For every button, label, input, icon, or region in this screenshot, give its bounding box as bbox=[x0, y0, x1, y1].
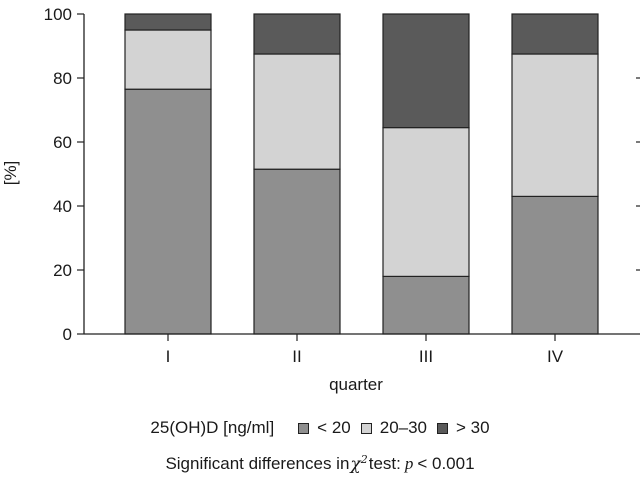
y-tick-label-80: 80 bbox=[53, 69, 72, 88]
bar-segment-III-3 bbox=[382, 13, 470, 129]
bar-segment-I-2 bbox=[124, 29, 212, 90]
y-tick-label-100: 100 bbox=[44, 5, 72, 24]
bar-segment-II-2 bbox=[253, 53, 341, 170]
legend-item-gt30: > 30 bbox=[437, 418, 490, 438]
note-mid: test: bbox=[368, 454, 401, 473]
note-rest: < 0.001 bbox=[417, 454, 475, 473]
bar-segment-III-1 bbox=[382, 275, 470, 335]
y-tick-label-0: 0 bbox=[63, 325, 72, 344]
bar-segment-III-2 bbox=[382, 126, 470, 278]
bar-segment-IV-1 bbox=[511, 195, 599, 335]
bar-segment-I-1 bbox=[124, 88, 212, 335]
y-axis-title: [%] bbox=[1, 161, 20, 186]
legend-swatch-20-30 bbox=[360, 422, 372, 434]
note-p: p bbox=[404, 454, 414, 473]
bar-segment-IV-2 bbox=[511, 53, 599, 197]
note-chi-sup: 2 bbox=[360, 453, 368, 467]
legend-swatch-gt30 bbox=[437, 422, 449, 434]
bar-segment-I-3 bbox=[124, 13, 212, 31]
note-chi-symbol: χ bbox=[350, 454, 361, 475]
y-tick-label-60: 60 bbox=[53, 133, 72, 152]
legend-title: 25(OH)D [ng/ml] bbox=[150, 418, 275, 437]
bar-layer bbox=[124, 13, 599, 335]
x-tick-label-III: III bbox=[419, 347, 433, 366]
bar-segment-IV-3 bbox=[511, 13, 599, 55]
legend: 25(OH)D [ng/ml] < 20 20–30 > 30 bbox=[0, 413, 640, 443]
significance-note: Significant differences in χ2 test: p < … bbox=[0, 449, 640, 479]
legend-swatch-lt20 bbox=[298, 422, 310, 434]
x-tick-label-IV: IV bbox=[547, 347, 564, 366]
legend-label-lt20: < 20 bbox=[317, 418, 351, 437]
legend-item-20-30: 20–30 bbox=[360, 418, 428, 438]
note-chi: χ2 bbox=[350, 453, 367, 475]
x-tick-label-I: I bbox=[166, 347, 171, 366]
legend-label-20-30: 20–30 bbox=[379, 418, 428, 437]
bar-segment-II-1 bbox=[253, 168, 341, 335]
y-tick-label-40: 40 bbox=[53, 197, 72, 216]
legend-item-lt20: < 20 bbox=[298, 418, 351, 438]
bar-segment-II-3 bbox=[253, 13, 341, 55]
note-prefix: Significant differences in bbox=[165, 454, 350, 473]
x-tick-label-II: II bbox=[292, 347, 301, 366]
legend-label-gt30: > 30 bbox=[456, 418, 490, 437]
x-axis-title: quarter bbox=[329, 375, 383, 394]
y-tick-label-20: 20 bbox=[53, 261, 72, 280]
